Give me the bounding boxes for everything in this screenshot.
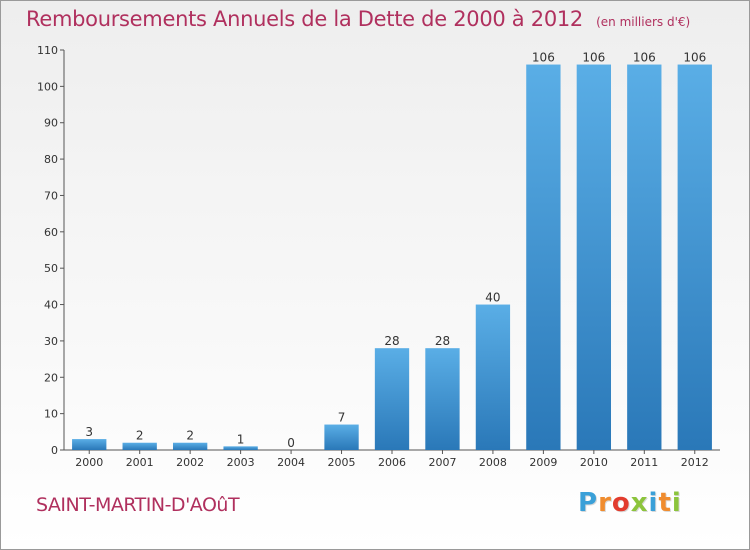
proxiti-logo: Proxiti: [578, 488, 682, 518]
bar: [374, 348, 410, 450]
x-tick-label: 2006: [378, 456, 406, 469]
y-tick-label: 70: [44, 189, 58, 202]
data-label: 106: [683, 51, 706, 65]
y-tick-label: 80: [44, 153, 58, 166]
logo-letter: x: [630, 488, 649, 518]
y-tick-label: 90: [44, 117, 58, 130]
data-label: 3: [85, 425, 93, 439]
data-label: 28: [435, 334, 450, 348]
x-tick-label: 2003: [227, 456, 255, 469]
bar: [324, 424, 359, 450]
y-tick-label: 40: [44, 299, 58, 312]
x-tick-label: 2005: [328, 456, 356, 469]
data-label: 106: [633, 51, 656, 65]
logo-letter: i: [648, 488, 659, 518]
data-label: 28: [384, 334, 399, 348]
y-tick-label: 100: [37, 80, 58, 93]
data-label: 40: [485, 291, 500, 305]
x-tick-label: 2011: [630, 456, 658, 469]
y-tick-label: 50: [44, 262, 58, 275]
bar: [475, 304, 511, 450]
bar: [122, 442, 157, 450]
chart-title-row: Remboursements Annuels de la Dette de 20…: [26, 7, 690, 31]
commune-name: SAINT-MARTIN-D'AOûT: [36, 494, 240, 516]
x-tick-label: 2004: [277, 456, 305, 469]
x-tick-label: 2007: [428, 456, 456, 469]
x-tick-label: 2012: [681, 456, 709, 469]
x-tick-label: 2002: [176, 456, 204, 469]
x-tick-label: 2000: [75, 456, 103, 469]
data-label: 106: [532, 51, 555, 65]
logo-letter: P: [578, 488, 599, 518]
data-label: 2: [136, 429, 144, 443]
x-tick-label: 2001: [126, 456, 154, 469]
bar: [425, 348, 460, 450]
bar: [223, 446, 258, 450]
chart-title: Remboursements Annuels de la Dette de 20…: [26, 7, 583, 31]
bar: [576, 64, 612, 450]
data-label: 7: [338, 411, 346, 425]
y-tick-label: 20: [44, 371, 58, 384]
y-tick-label: 0: [51, 444, 58, 457]
data-label: 0: [287, 436, 295, 450]
x-tick-label: 2008: [479, 456, 507, 469]
logo-letter: i: [671, 488, 682, 518]
x-tick-label: 2009: [529, 456, 557, 469]
bar: [627, 64, 662, 450]
bar: [526, 64, 561, 450]
bar: [72, 439, 107, 450]
y-tick-label: 30: [44, 335, 58, 348]
bar: [172, 442, 208, 450]
bar: [677, 64, 712, 450]
data-label: 2: [186, 429, 194, 443]
logo-letter: t: [658, 488, 672, 518]
logo-letter: o: [611, 488, 631, 518]
x-tick-label: 2010: [580, 456, 608, 469]
y-tick-label: 60: [44, 226, 58, 239]
data-label: 1: [237, 432, 245, 446]
y-tick-label: 10: [44, 408, 58, 421]
data-label: 106: [582, 51, 605, 65]
chart-subtitle: (en milliers d'€): [596, 15, 691, 29]
logo-letter: r: [598, 488, 612, 518]
y-tick-label: 110: [37, 44, 58, 57]
